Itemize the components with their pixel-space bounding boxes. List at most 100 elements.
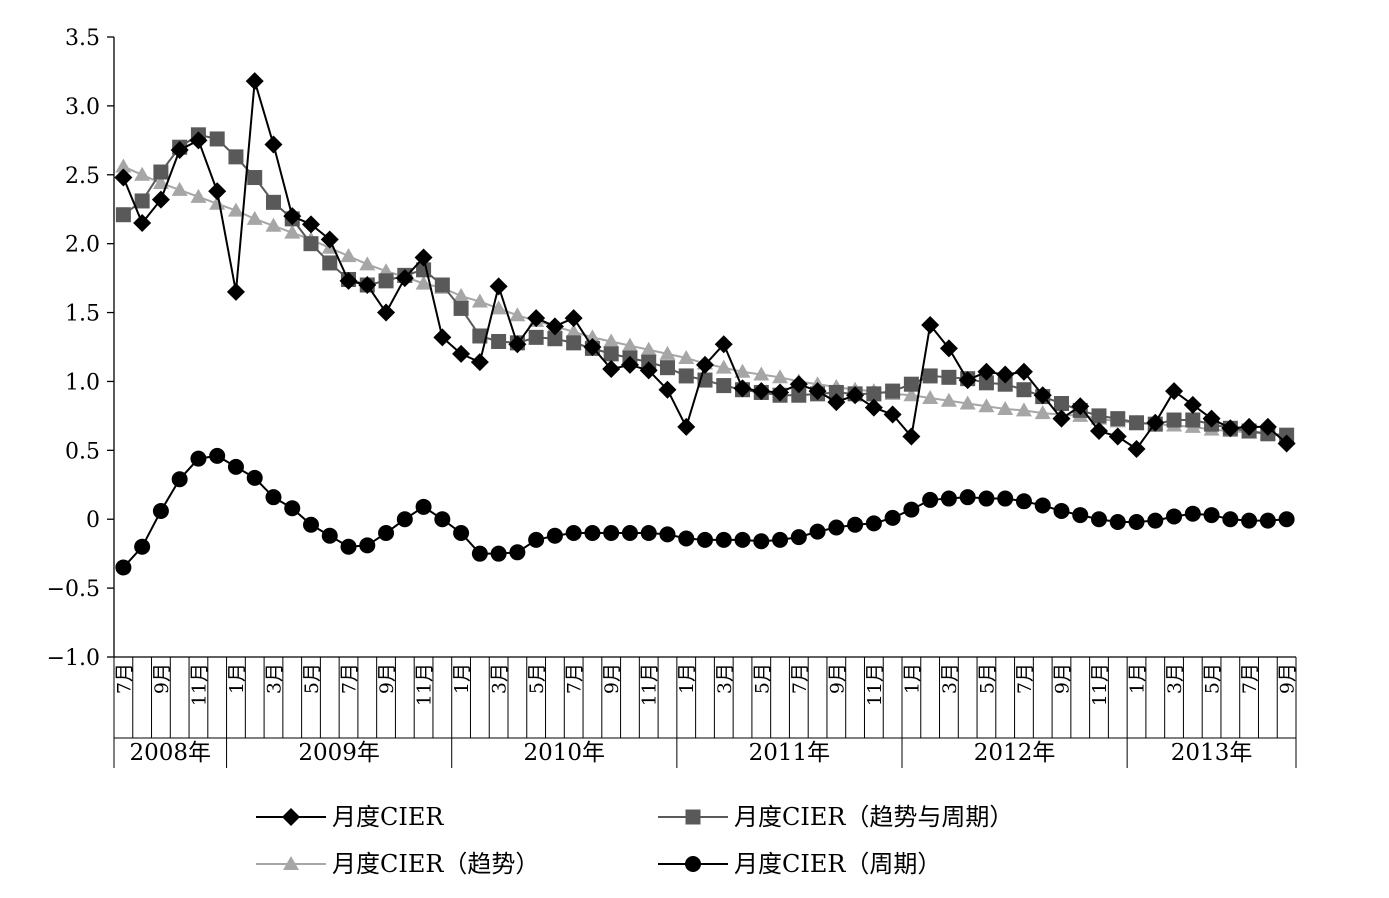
data-point-circle (565, 525, 582, 541)
data-point-square (547, 331, 563, 347)
data-point-triangle (134, 166, 151, 181)
data-point-square (1053, 395, 1069, 411)
data-point-diamond (620, 355, 639, 374)
data-point-diamond (958, 371, 977, 390)
data-point-triangle (1015, 402, 1032, 417)
data-point-square (265, 194, 281, 210)
data-point-triangle (340, 248, 357, 263)
data-point-diamond (1183, 395, 1202, 414)
data-point-circle (603, 525, 620, 541)
data-point-circle (922, 491, 939, 508)
series-circle (115, 447, 1295, 576)
data-point-triangle (246, 210, 263, 225)
data-point-diamond (996, 365, 1015, 384)
month-label: 3月 (1164, 663, 1186, 694)
data-point-triangle (903, 387, 920, 402)
month-label: 1月 (1127, 663, 1149, 694)
data-point-circle (1147, 512, 1164, 529)
month-label: 9月 (1277, 663, 1299, 694)
data-point-square (866, 386, 882, 402)
month-label: 7月 (564, 663, 586, 694)
data-point-circle (321, 527, 338, 544)
data-point-diamond (564, 309, 583, 328)
data-point-circle (246, 469, 263, 486)
data-point-triangle (640, 341, 657, 356)
data-point-circle (997, 490, 1014, 507)
legend-marker (283, 856, 299, 870)
data-point-circle (1053, 502, 1070, 519)
series-triangle (115, 158, 1295, 443)
data-point-diamond (1277, 434, 1296, 453)
data-point-circle (959, 489, 976, 506)
data-point-diamond (377, 303, 396, 322)
data-point-circle (359, 537, 376, 554)
data-point-circle (453, 525, 470, 541)
data-point-diamond (1240, 417, 1259, 436)
data-point-square (791, 387, 807, 403)
data-point-diamond (1108, 427, 1127, 446)
legend-label: 月度CIER（周期） (734, 850, 941, 878)
data-point-circle (134, 538, 151, 555)
data-point-diamond (208, 182, 227, 201)
data-point-circle (265, 489, 282, 506)
data-point-diamond (489, 277, 508, 296)
data-point-circle (227, 458, 244, 475)
legend-item-triangle: 月度CIER（趋势） (256, 850, 539, 878)
series-diamond (114, 72, 1296, 458)
data-point-triangle (152, 175, 169, 190)
data-point-circle (340, 538, 357, 555)
y-tick-label: 2.0 (65, 233, 100, 258)
data-point-diamond (151, 190, 170, 209)
data-point-diamond (339, 271, 358, 290)
data-point-diamond (864, 398, 883, 417)
data-point-triangle (190, 188, 207, 203)
month-label: 9月 (1051, 663, 1073, 694)
data-point-diamond (1202, 409, 1221, 428)
legend-label: 月度CIER（趋势） (332, 850, 539, 878)
data-point-square (922, 368, 938, 384)
data-point-circle (509, 544, 526, 561)
data-point-circle (809, 523, 826, 540)
data-point-diamond (771, 383, 790, 402)
legend-item-circle: 月度CIER（周期） (658, 850, 941, 878)
data-point-triangle (659, 345, 676, 360)
data-point-diamond (827, 393, 846, 412)
month-label: 3月 (263, 663, 285, 694)
month-label: 7月 (789, 663, 811, 694)
y-tick-label: 0 (86, 508, 100, 533)
data-point-diamond (677, 417, 696, 436)
series-line-triangle (122, 165, 1287, 438)
data-point-square (153, 164, 169, 180)
data-point-diamond (977, 362, 996, 381)
month-label: 9月 (601, 663, 623, 694)
data-point-triangle (621, 337, 638, 352)
data-point-triangle (209, 195, 226, 210)
data-point-square (1185, 412, 1201, 428)
data-point-diamond (452, 344, 471, 363)
data-point-circle (1091, 511, 1107, 528)
data-point-circle (546, 527, 563, 544)
data-point-circle (1241, 512, 1258, 529)
month-label: 11月 (414, 663, 436, 706)
data-point-circle (678, 530, 695, 547)
month-label: 7月 (1239, 663, 1261, 694)
data-point-circle (1184, 505, 1201, 522)
data-point-circle (415, 498, 432, 515)
data-point-circle (715, 531, 732, 548)
data-point-triangle (453, 288, 470, 303)
data-point-diamond (320, 230, 339, 249)
data-point-square (1016, 382, 1032, 398)
y-tick-label: −0.5 (47, 577, 100, 602)
data-point-triangle (940, 392, 957, 407)
data-point-triangle (959, 395, 976, 410)
data-point-square (659, 360, 675, 376)
data-point-square (209, 131, 225, 147)
month-label: 9月 (826, 663, 848, 694)
month-label: 11月 (188, 663, 210, 706)
series-line-square (122, 133, 1287, 437)
month-label: 1月 (226, 663, 248, 694)
data-point-diamond (939, 339, 958, 358)
data-point-triangle (359, 256, 376, 271)
data-point-circle (378, 525, 395, 541)
y-tick-label: 3.5 (65, 26, 100, 51)
